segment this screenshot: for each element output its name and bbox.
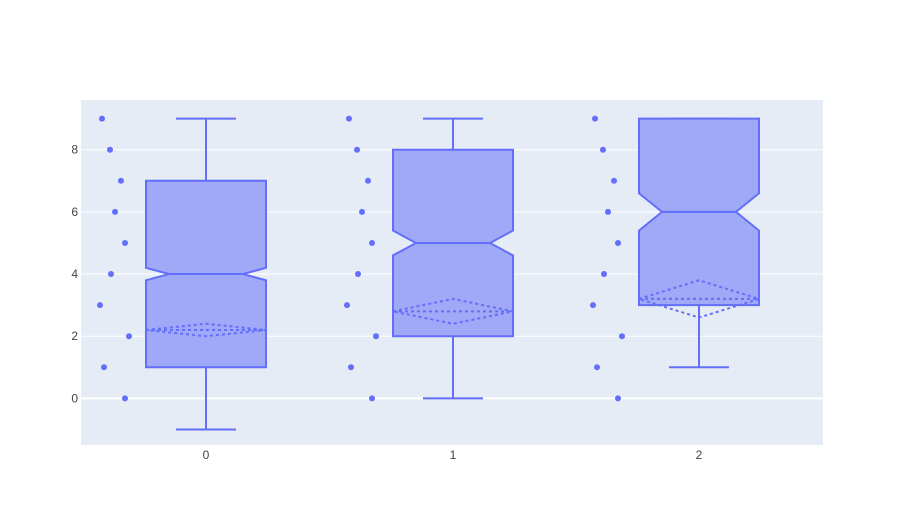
- data-point: [118, 177, 124, 184]
- y-tick-label: 4: [71, 267, 78, 281]
- x-tick-label: 1: [450, 448, 457, 462]
- y-tick-label: 2: [71, 329, 78, 343]
- data-point: [122, 395, 128, 402]
- data-point: [108, 271, 114, 278]
- y-tick-label: 0: [71, 391, 78, 405]
- data-point: [107, 146, 113, 153]
- sd-diamond: [145, 322, 267, 338]
- y-tick-label: 8: [71, 143, 78, 157]
- data-point: [611, 177, 617, 184]
- data-point: [355, 271, 361, 278]
- data-point: [126, 333, 132, 340]
- data-point: [615, 239, 621, 246]
- data-point: [615, 395, 621, 402]
- data-point: [619, 333, 625, 340]
- box-layer: [145, 117, 763, 431]
- data-point: [369, 395, 375, 402]
- x-tick-label: 2: [696, 448, 703, 462]
- data-point: [605, 208, 611, 215]
- data-point: [359, 208, 365, 215]
- data-point: [373, 333, 379, 340]
- data-point: [97, 302, 103, 309]
- x-tick-label: 0: [203, 448, 210, 462]
- data-point: [112, 208, 118, 215]
- data-point: [122, 239, 128, 246]
- data-point: [590, 302, 596, 309]
- data-point: [601, 271, 607, 278]
- data-point: [348, 364, 354, 371]
- point-layer: [97, 115, 625, 402]
- data-point: [346, 115, 352, 122]
- data-point: [101, 364, 107, 371]
- sd-diamond: [392, 297, 514, 325]
- data-point: [354, 146, 360, 153]
- data-point: [600, 146, 606, 153]
- data-point: [99, 115, 105, 122]
- data-point: [592, 115, 598, 122]
- data-point: [365, 177, 371, 184]
- axis-layer: 0 2 4 6 8 0 1 2: [71, 143, 702, 462]
- y-tick-label: 6: [71, 205, 78, 219]
- data-point: [344, 302, 350, 309]
- data-point: [369, 239, 375, 246]
- data-point: [594, 364, 600, 371]
